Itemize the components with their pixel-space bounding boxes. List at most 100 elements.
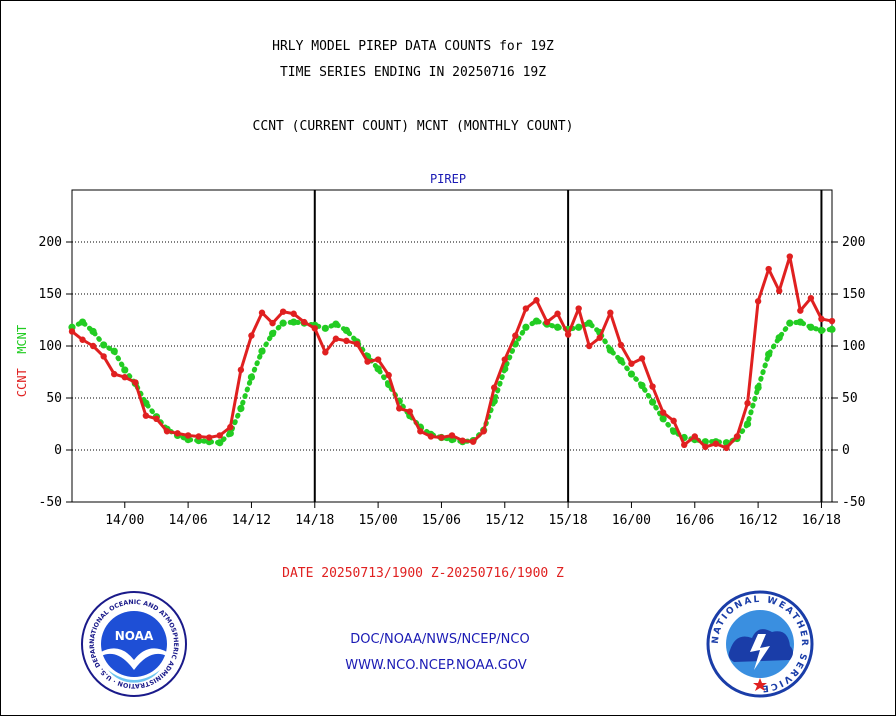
data-point-ccnt [111, 370, 118, 378]
org-path-label: DOC/NOAA/NWS/NCEP/NCO [350, 632, 530, 647]
data-point-mcnt [89, 327, 97, 336]
data-point-ccnt [670, 417, 677, 425]
data-point-ccnt [649, 383, 656, 390]
data-point-ccnt [469, 438, 477, 445]
data-point-ccnt [195, 433, 202, 440]
data-point-ccnt [279, 308, 287, 315]
x-tick-label: 15/18 [549, 513, 588, 528]
org-website-link[interactable]: WWW.NCO.NCEP.NOAA.GOV [345, 658, 527, 673]
data-point-ccnt [237, 366, 245, 374]
data-point-mcnt [553, 323, 562, 331]
data-point-mcnt [670, 427, 678, 435]
x-tick-label: 15/00 [359, 513, 398, 528]
data-point-ccnt [427, 433, 435, 440]
data-point-mcnt [258, 347, 266, 355]
x-tick-label: 14/18 [295, 513, 334, 528]
data-point-mcnt [807, 323, 815, 331]
y-tick-label-left: 150 [39, 287, 62, 302]
data-point-ccnt [322, 349, 329, 356]
data-point-ccnt [258, 309, 266, 316]
y-tick-label-left: -50 [39, 495, 62, 510]
data-point-ccnt [522, 305, 530, 312]
data-point-mcnt [765, 350, 773, 358]
data-point-ccnt [459, 437, 466, 444]
data-point-mcnt [279, 319, 287, 327]
data-point-ccnt [353, 340, 361, 348]
data-point-mcnt [828, 325, 836, 333]
y-tick-label-right: 50 [842, 391, 858, 406]
data-point-ccnt [575, 305, 582, 312]
data-point-mcnt [638, 381, 646, 390]
data-point-mcnt [374, 365, 382, 373]
data-point-ccnt [417, 428, 424, 435]
data-point-ccnt [301, 318, 308, 326]
data-point-mcnt [321, 324, 329, 332]
data-point-ccnt [723, 444, 730, 452]
y-tick-label-right: 100 [842, 339, 865, 354]
data-point-ccnt [290, 310, 297, 317]
data-point-mcnt [290, 318, 298, 326]
data-point-mcnt [743, 420, 752, 428]
data-point-ccnt [142, 412, 150, 419]
data-point-ccnt [607, 309, 614, 316]
data-point-ccnt [786, 253, 793, 260]
data-point-mcnt [226, 429, 234, 437]
data-point-ccnt [480, 428, 487, 435]
data-point-mcnt [268, 329, 277, 338]
data-point-mcnt [606, 346, 614, 354]
data-point-mcnt [754, 384, 762, 392]
data-point-ccnt [100, 353, 107, 360]
data-point-ccnt [174, 430, 181, 437]
data-point-ccnt [712, 440, 720, 447]
data-point-ccnt [68, 328, 76, 335]
chart-title-line2: TIME SERIES ENDING IN 20250716 19Z [279, 65, 547, 80]
data-point-ccnt [311, 325, 318, 332]
data-point-mcnt [585, 319, 593, 327]
data-point-mcnt [532, 317, 541, 325]
data-point-ccnt [702, 443, 709, 451]
series-line-ccnt [70, 255, 834, 450]
data-point-ccnt [586, 342, 593, 350]
data-point-ccnt [733, 433, 741, 440]
y-tick-label-left: 50 [46, 391, 62, 406]
x-tick-label: 14/12 [232, 513, 271, 528]
data-point-mcnt [332, 320, 340, 328]
data-point-mcnt [216, 439, 224, 447]
data-point-mcnt [786, 319, 794, 327]
data-point-mcnt [775, 334, 783, 342]
data-point-ccnt [227, 423, 234, 431]
y-tick-label-left: 200 [39, 235, 62, 250]
chart-title-line1: HRLY MODEL PIREP DATA COUNTS for 19Z [272, 39, 554, 54]
data-point-ccnt [396, 405, 403, 412]
data-point-mcnt [817, 326, 826, 334]
data-point-ccnt [406, 408, 413, 415]
data-point-ccnt [121, 374, 128, 381]
data-point-ccnt [216, 432, 223, 439]
nws-logo: NATIONAL WEATHER SERVICE [706, 590, 814, 698]
data-point-ccnt [659, 409, 667, 416]
data-point-mcnt [247, 373, 256, 381]
data-point-ccnt [153, 415, 160, 422]
data-point-ccnt [163, 428, 171, 435]
data-point-ccnt [797, 307, 804, 314]
data-point-ccnt [638, 355, 646, 362]
data-point-mcnt [78, 318, 87, 326]
x-tick-label: 14/00 [105, 513, 144, 528]
data-point-ccnt [596, 334, 603, 341]
data-point-ccnt [248, 332, 255, 339]
y-tick-label-right: 150 [842, 287, 865, 302]
data-point-mcnt [796, 318, 804, 326]
data-point-ccnt [691, 433, 698, 440]
data-point-ccnt [744, 400, 751, 407]
data-point-ccnt [807, 294, 815, 302]
data-point-mcnt [342, 326, 351, 334]
data-point-ccnt [754, 298, 762, 305]
y-tick-label-right: 200 [842, 235, 865, 250]
x-tick-label: 15/12 [485, 513, 524, 528]
noaa-logo-text: NOAA [115, 629, 154, 643]
data-point-ccnt [79, 336, 86, 343]
noaa-logo: NATIONAL OCEANIC AND ATMOSPHERIC ADMINIS… [80, 590, 187, 697]
data-point-ccnt [501, 356, 508, 363]
data-point-mcnt [522, 323, 530, 331]
data-point-ccnt [765, 265, 772, 273]
